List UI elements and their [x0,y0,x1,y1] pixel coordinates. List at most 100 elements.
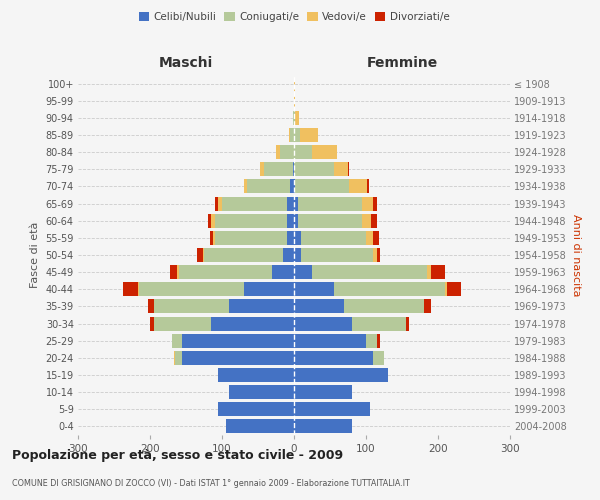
Bar [377,248,380,262]
Bar [334,162,348,176]
Bar [204,248,283,262]
Bar [215,214,287,228]
Bar [294,128,300,142]
Bar [312,265,427,279]
Bar [300,128,318,142]
Bar [218,368,294,382]
Bar [344,300,424,314]
Bar [373,351,384,365]
Bar [427,265,431,279]
Bar [287,214,294,228]
Text: Popolazione per età, sesso e stato civile - 2009: Popolazione per età, sesso e stato civil… [12,450,343,462]
Bar [214,231,215,245]
Y-axis label: Anni di nascita: Anni di nascita [571,214,581,296]
Bar [287,196,294,210]
Bar [154,300,229,314]
Bar [298,214,362,228]
Bar [294,162,334,176]
Y-axis label: Fasce di età: Fasce di età [30,222,40,288]
Bar [367,180,369,194]
Bar [362,214,371,228]
Bar [218,402,294,416]
Bar [182,334,294,347]
Bar [154,316,211,330]
Bar [138,282,139,296]
Bar [294,180,295,194]
Bar [208,214,211,228]
Bar [211,316,294,330]
Bar [294,145,312,159]
Bar [371,214,377,228]
Bar [294,334,366,347]
Bar [287,231,294,245]
Bar [294,316,352,330]
Bar [203,248,204,262]
Bar [294,248,301,262]
Bar [349,180,367,194]
Legend: Celibi/Nubili, Coniugati/e, Vedovi/e, Divorziati/e: Celibi/Nubili, Coniugati/e, Vedovi/e, Di… [134,8,454,26]
Bar [215,196,218,210]
Bar [211,214,215,228]
Bar [373,196,377,210]
Bar [348,162,349,176]
Bar [294,265,312,279]
Bar [124,282,138,296]
Bar [272,265,294,279]
Bar [197,248,203,262]
Bar [294,111,295,125]
Bar [294,282,334,296]
Bar [298,196,362,210]
Bar [280,145,294,159]
Bar [373,231,379,245]
Bar [431,265,445,279]
Text: COMUNE DI GRISIGNANO DI ZOCCO (VI) - Dati ISTAT 1° gennaio 2009 - Elaborazione T: COMUNE DI GRISIGNANO DI ZOCCO (VI) - Dat… [12,478,410,488]
Bar [301,248,373,262]
Bar [294,231,301,245]
Bar [294,214,298,228]
Text: Femmine: Femmine [367,56,437,70]
Bar [290,180,294,194]
Text: Maschi: Maschi [159,56,213,70]
Bar [244,282,294,296]
Bar [295,111,299,125]
Bar [295,180,349,194]
Bar [139,282,244,296]
Bar [294,420,352,434]
Bar [210,231,214,245]
Bar [366,231,373,245]
Bar [312,145,337,159]
Bar [260,162,264,176]
Bar [175,351,182,365]
Bar [172,334,182,347]
Bar [294,368,388,382]
Bar [174,351,175,365]
Bar [446,282,461,296]
Bar [226,420,294,434]
Bar [222,196,287,210]
Bar [215,231,287,245]
Bar [406,316,409,330]
Bar [294,300,344,314]
Bar [352,316,406,330]
Bar [229,385,294,399]
Bar [150,316,154,330]
Bar [373,248,377,262]
Bar [445,282,446,296]
Bar [294,385,352,399]
Bar [264,162,293,176]
Bar [170,265,178,279]
Bar [290,128,294,142]
Bar [424,300,431,314]
Bar [178,265,179,279]
Bar [294,402,370,416]
Bar [294,196,298,210]
Bar [179,265,272,279]
Bar [289,128,290,142]
Bar [294,94,295,108]
Bar [294,76,295,90]
Bar [283,248,294,262]
Bar [182,351,294,365]
Bar [301,231,366,245]
Bar [366,334,377,347]
Bar [276,145,280,159]
